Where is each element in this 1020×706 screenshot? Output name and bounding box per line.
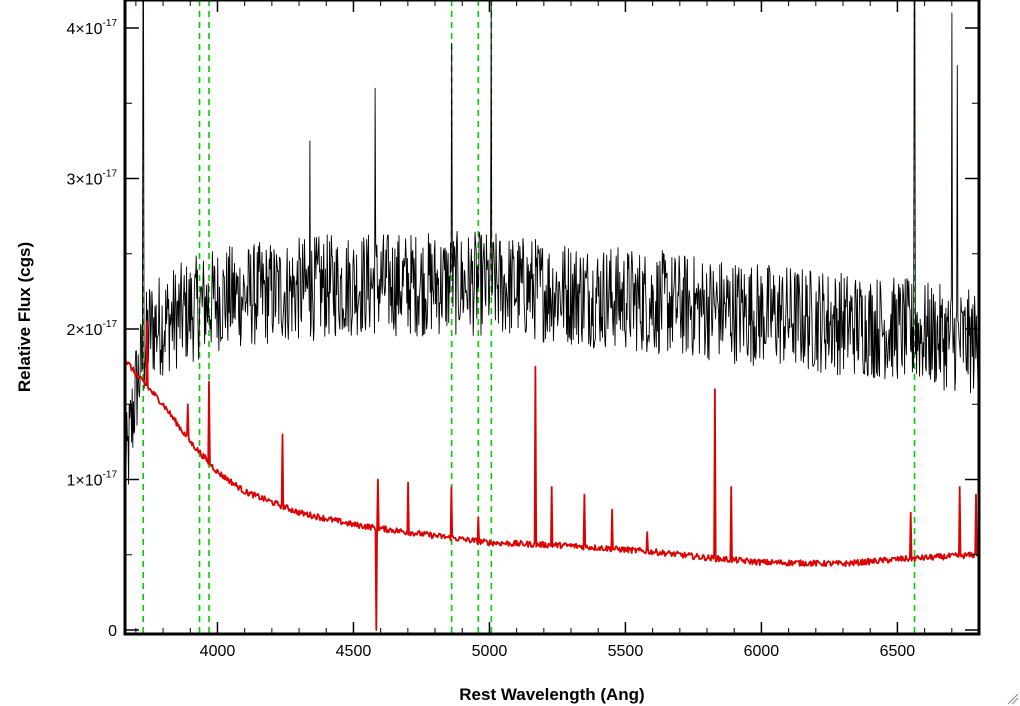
series-line-observed (124, 0, 980, 496)
resize-grip-icon (1007, 693, 1019, 705)
y-tick-label: 4×10-17 (67, 18, 118, 38)
x-tick-label: 6000 (744, 643, 780, 660)
plot-frame (123, 0, 981, 636)
x-axis-label: Rest Wavelength (Ang) (459, 685, 644, 704)
x-tick-label: 5500 (608, 643, 644, 660)
y-tick-label: 0 (108, 623, 117, 640)
y-axis-ticks: 0 1×10-17 2×10-17 3×10-17 4×10-17 (67, 18, 979, 640)
series-layer (124, 0, 980, 631)
series-line-model (124, 320, 980, 631)
y-tick-label: 1×10-17 (67, 470, 118, 490)
x-tick-label: 5000 (472, 643, 508, 660)
y-axis-label: Relative Flux (cgs) (15, 242, 34, 392)
x-tick-label: 4000 (200, 643, 236, 660)
y-tick-label: 2×10-17 (67, 319, 118, 339)
x-tick-label: 4500 (336, 643, 372, 660)
y-tick-label: 3×10-17 (67, 169, 118, 189)
x-axis-ticks: 4000 4500 5000 5500 6000 6500 (135, 0, 980, 660)
reference-lines (142, 0, 916, 634)
x-tick-label: 6500 (880, 643, 916, 660)
